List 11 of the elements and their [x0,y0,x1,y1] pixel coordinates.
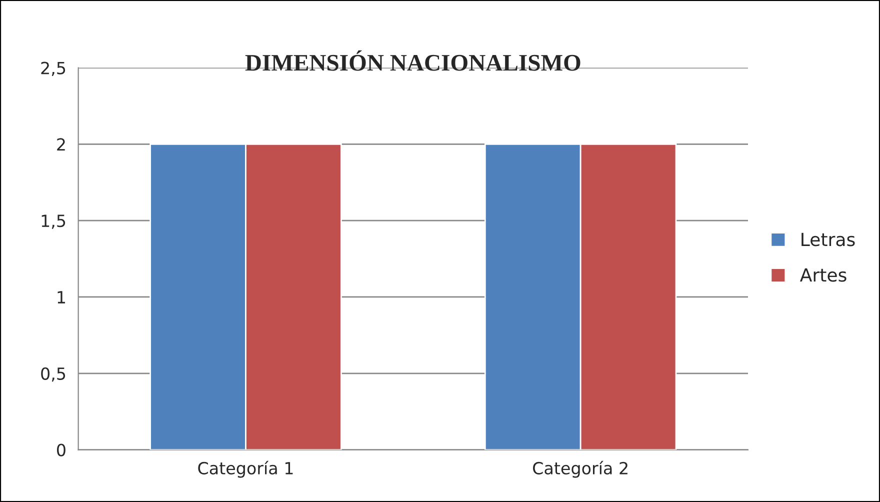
legend-label: Letras [802,232,855,246]
legend-label: Artes [800,268,846,282]
y-tick-label: 2,5 [41,62,66,76]
chart-title: DIMENSIÓN NACIONALISMO [245,50,580,71]
x-tick-label: Categoría 1 [198,460,293,478]
y-tick-label: 0,5 [41,367,66,382]
y-tick-label: 1 [58,291,65,304]
y-tick-label: 0 [57,444,66,456]
y-tick-label: 2 [57,138,65,151]
x-tick-label: Categoría 2 [533,460,628,478]
y-tick-label: 1,5 [42,214,66,229]
